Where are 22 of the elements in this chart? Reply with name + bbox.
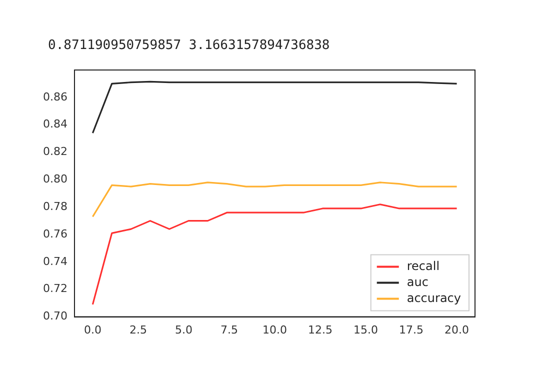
y-tick-label: 0.74 [42, 254, 68, 268]
x-tick-label: 17.5 [399, 323, 424, 336]
y-tick-label: 0.82 [42, 145, 68, 158]
y-tick-label: 0.76 [42, 227, 68, 240]
x-tick-label: 10.0 [262, 323, 287, 336]
legend-label: recall [406, 258, 440, 273]
y-tick-label: 0.72 [42, 282, 68, 296]
x-tick-label: 20.0 [444, 323, 470, 336]
y-tick-label: 0.70 [42, 310, 68, 323]
x-tick-label: 12.5 [308, 323, 333, 336]
legend-label: auc [406, 274, 428, 289]
y-tick-label: 0.78 [42, 200, 68, 213]
x-tick-label: 15.0 [354, 323, 378, 336]
x-tick-label: 0.0 [84, 323, 102, 336]
y-tick-label: 0.86 [42, 90, 68, 104]
x-tick-label: 5.0 [174, 323, 192, 336]
y-tick-label: 0.80 [42, 172, 68, 186]
x-tick-label: 2.5 [129, 323, 147, 336]
chart-title: 0.871190950759857 3.1663157894736838 [48, 38, 330, 53]
legend-label: accuracy [406, 290, 461, 305]
x-tick-label: 7.5 [220, 323, 238, 336]
y-tick-label: 0.84 [42, 118, 68, 131]
